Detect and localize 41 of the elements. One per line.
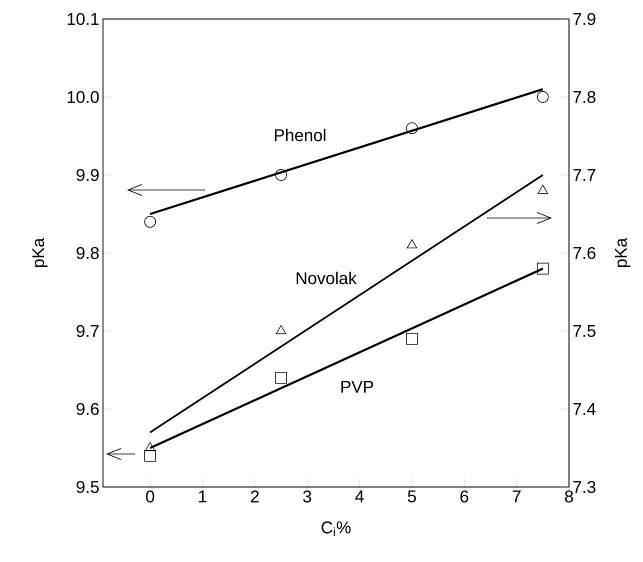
x-axis-title: C$_{i}$% <box>322 521 351 536</box>
y-tick-label: 9.8 <box>76 246 99 260</box>
point <box>406 239 418 248</box>
y2-tick-label: 7.4 <box>573 403 596 415</box>
point <box>536 91 549 103</box>
x-tick-label: 4 <box>355 490 364 502</box>
y2-axis-title: pKa <box>614 238 630 268</box>
x-tick-label: 0 <box>146 490 154 503</box>
y-tick-label: 10.1 <box>68 12 99 26</box>
point <box>275 372 287 384</box>
y-tick-label: 9.9 <box>76 168 99 182</box>
point <box>406 332 418 345</box>
x-tick-label: 8 <box>565 490 573 503</box>
y-tick-label: 9.5 <box>76 480 99 494</box>
x-tick-label: 5 <box>408 490 416 502</box>
series-label: Phenol <box>274 128 326 142</box>
y2-tick-label: 7.6 <box>573 246 596 260</box>
x-tick-label: 3 <box>303 490 312 503</box>
y2-tick-label: 7.9 <box>573 12 596 26</box>
y-tick-label: 9.6 <box>76 402 99 416</box>
y2-tick-label: 7.5 <box>573 325 596 337</box>
y2-tick-label: 7.7 <box>573 169 596 181</box>
point <box>406 122 418 134</box>
x-tick-label: 2 <box>250 490 259 502</box>
point <box>275 169 287 181</box>
point <box>276 325 286 334</box>
point <box>144 450 156 462</box>
y-axis-title: pKa <box>32 238 48 268</box>
y-tick-label: 10.0 <box>68 90 99 104</box>
point <box>144 216 156 228</box>
y2-tick-label: 7.8 <box>573 90 596 104</box>
x-tick-label: 1 <box>199 490 206 502</box>
y2-tick-label: 7.3 <box>573 480 596 494</box>
text: PVP <box>341 380 374 393</box>
point <box>145 442 156 452</box>
text: Novolak <box>296 272 357 284</box>
y-tick-label: 9.7 <box>76 324 99 338</box>
x-tick-label: 6 <box>460 490 468 503</box>
point <box>538 184 548 194</box>
x-tick-label: 7 <box>512 490 521 502</box>
point <box>536 262 549 274</box>
